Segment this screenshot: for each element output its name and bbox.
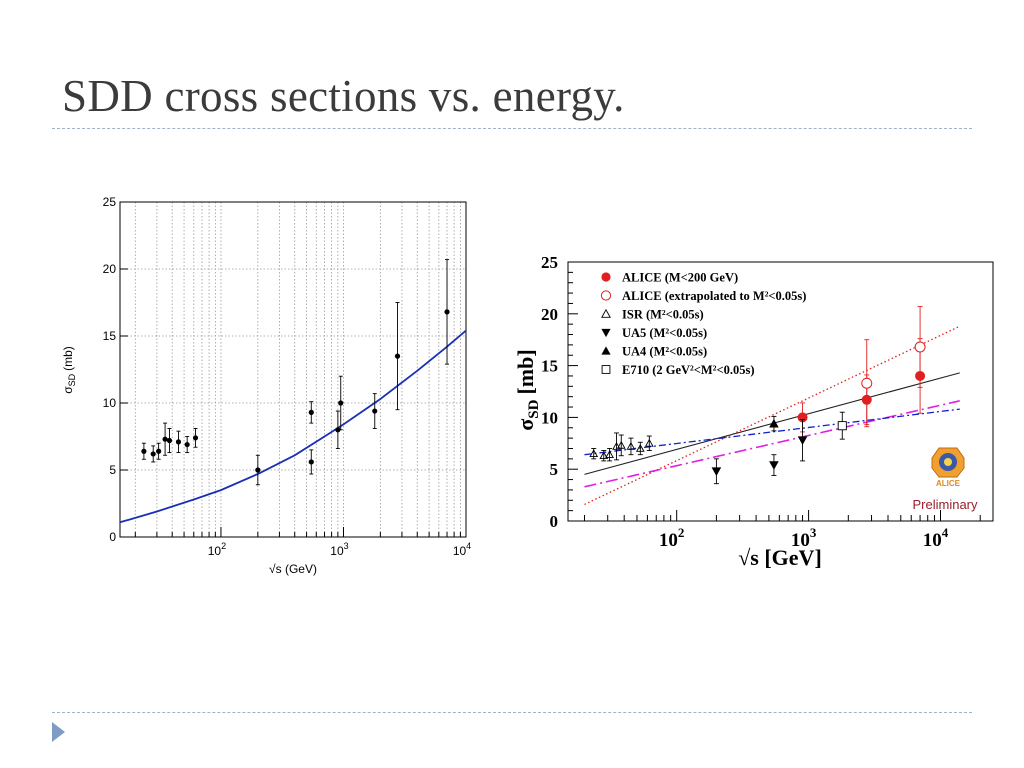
alice-logo-icon: ALICE [931,447,965,488]
right-x-axis-label: √s [GeV] [738,545,822,570]
left-y-label-sub: SD [67,373,77,386]
left-y-label-unit: (mb) [61,346,75,371]
alice-logo-text: ALICE [936,479,961,488]
data-point [175,439,182,445]
y-tick-label: 15 [103,329,117,343]
right-y-ticks: 0 5 10 15 20 25 [541,253,578,531]
data-point [601,365,611,374]
data-point [644,438,654,447]
data-point [600,290,612,301]
x-tick-label: 104 [923,525,949,551]
data-point [338,400,344,406]
data-point [601,328,611,338]
data-point [711,467,722,477]
slide-title: SDD cross sections vs. energy. [62,71,625,121]
left-plot-frame [119,201,467,538]
right-x-ticks: 102 103 104 [583,510,981,551]
y-tick-label: 10 [103,396,117,410]
data-point [589,449,599,457]
preliminary-label: Preliminary [912,497,978,512]
left-y-axis-label: σSD (mb) [61,346,77,394]
left-chart: 0 5 10 15 20 25 102 103 104 √s (GeV) σSD (mb) [61,195,471,576]
x-tick-label: 103 [330,541,348,558]
fit-curve-line [119,329,467,524]
data-point [769,461,779,470]
data-point [192,435,199,441]
data-point [162,436,168,442]
data-point [914,341,926,353]
right-y-axis-label: σSD [mb] [513,349,542,430]
legend-label: ALICE (extrapolated to M²<0.05s) [622,289,806,303]
left-y-ticks: 0 5 10 15 20 25 [103,195,128,544]
right-data-points [589,306,926,485]
y-tick-label: 20 [541,305,558,324]
data-point [605,450,614,459]
data-point [166,437,173,444]
data-point [601,346,611,355]
left-fit-curve [119,329,467,524]
right-plot-frame [567,261,994,522]
data-point [635,443,645,452]
left-grid [120,202,467,537]
data-point [837,421,847,431]
y-tick-label: 0 [550,512,559,531]
data-point [335,427,341,433]
right-y-label-sub: SD [526,399,542,418]
right-legend: ALICE (M<200 GeV) ALICE (extrapolated to … [600,271,806,377]
data-point [797,436,808,445]
data-point [769,418,779,428]
left-y-label-sigma: σ [61,386,75,394]
left-data-points [141,259,450,486]
data-point [141,448,147,454]
data-point [184,441,190,448]
title-divider [52,128,972,129]
right-y-label-sigma: σ [513,419,538,431]
x-tick-label: 102 [659,525,685,551]
right-y-label-unit: [mb] [513,349,538,394]
y-tick-label: 25 [103,195,117,209]
data-point [255,467,261,473]
data-point [444,309,450,315]
x-tick-label: 102 [208,541,226,558]
data-point [599,451,609,460]
data-point [861,377,873,389]
model-line-dashdot-magenta [584,400,960,488]
y-tick-label: 10 [541,408,558,427]
data-point [601,308,611,318]
data-point [626,441,636,450]
y-tick-label: 20 [103,262,117,276]
data-point [308,409,314,415]
y-tick-label: 15 [541,357,558,376]
data-point [394,353,401,359]
data-point [612,441,621,450]
footer-divider [52,712,972,713]
left-x-ticks: 102 103 104 [134,527,471,558]
y-tick-label: 5 [109,463,116,477]
model-line-dashdot-blue [584,408,960,456]
legend-label: ALICE (M<200 GeV) [622,271,738,285]
x-tick-label: 104 [453,541,471,558]
y-tick-label: 5 [550,460,559,479]
data-point [156,448,162,454]
data-point [308,459,314,465]
legend-label: UA5 (M²<0.05s) [622,326,707,340]
left-x-axis-label: √s (GeV) [269,562,317,576]
data-point [601,272,611,282]
y-tick-label: 0 [109,530,116,544]
legend-label: E710 (2 GeV²<M²<0.05s) [622,363,755,377]
data-point [372,408,378,414]
legend-label: ISR (M²<0.05s) [622,308,704,322]
x-tick-label: 103 [791,525,817,551]
y-tick-label: 25 [541,253,558,272]
data-point [616,440,626,449]
triangle-right-icon[interactable] [52,722,65,742]
model-line-dotted-red [584,325,961,506]
data-point [150,451,156,457]
legend-label: UA4 (M²<0.05s) [622,345,707,359]
